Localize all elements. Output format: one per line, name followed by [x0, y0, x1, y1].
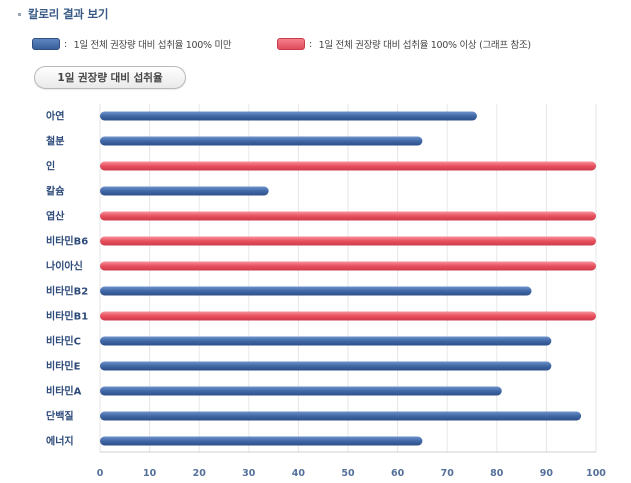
category-label-9: 비타민C [46, 335, 81, 348]
bar-7 [100, 286, 532, 296]
x-tick-label-70: 70 [441, 468, 455, 479]
bar-4 [100, 211, 596, 221]
category-label-12: 단백질 [46, 410, 74, 423]
legend-under-label: 1일 전체 권장량 대비 섭취율 100% 미만 [73, 40, 232, 51]
legend-under: : 1일 전체 권장량 대비 섭취율 100% 미만 [32, 37, 232, 51]
category-label-2: 인 [46, 160, 55, 173]
bar-6 [100, 261, 596, 271]
section-title: 칼로리 결과 보기 [18, 6, 108, 22]
bar-2 [100, 161, 596, 171]
category-label-7: 비타민B2 [46, 285, 88, 298]
category-label-3: 칼슘 [46, 185, 64, 198]
x-tick-label-90: 90 [540, 468, 554, 479]
bar-13 [100, 436, 423, 446]
x-tick-label-20: 20 [193, 468, 207, 479]
category-label-6: 나이아신 [46, 260, 83, 273]
x-tick-labels: 0 10 20 30 40 50 60 70 80 90 100 [97, 468, 607, 479]
x-tick-label-10: 10 [143, 468, 157, 479]
category-label-8: 비타민B1 [46, 310, 88, 323]
x-tick-label-80: 80 [490, 468, 504, 479]
bar-12 [100, 411, 582, 421]
bar-8 [100, 311, 596, 321]
x-tick-label-30: 30 [242, 468, 256, 479]
bar-10 [100, 361, 552, 371]
intake-ratio-tab-button[interactable]: 1일 권장량 대비 섭취율 [34, 66, 186, 89]
blue-bar-swatch-icon [32, 38, 60, 50]
legend-prefix-under: : [64, 38, 70, 50]
grid-lines [99, 104, 597, 453]
category-label-1: 철분 [46, 135, 64, 148]
bar-0 [100, 111, 477, 121]
category-label-5: 비타민B6 [46, 235, 88, 248]
bars [100, 111, 596, 446]
category-label-13: 에너지 [46, 435, 74, 448]
x-tick-label-100: 100 [586, 468, 606, 479]
bar-11 [100, 386, 502, 396]
section-title-text: 칼로리 결과 보기 [28, 7, 109, 21]
bar-3 [100, 186, 269, 196]
bar-1 [100, 136, 423, 146]
bar-5 [100, 236, 596, 246]
red-bar-swatch-icon [277, 38, 305, 50]
category-label-10: 비타민E [46, 360, 81, 373]
category-label-4: 엽산 [46, 210, 65, 223]
legend-prefix-over: : [309, 38, 315, 50]
bar-9 [100, 336, 552, 346]
category-label-0: 아연 [46, 110, 64, 123]
legend-over: : 1일 전체 권장량 대비 섭취율 100% 이상 (그래프 참조) [277, 37, 531, 51]
x-tick-label-0: 0 [97, 468, 104, 479]
x-tick-label-40: 40 [292, 468, 306, 479]
x-tick-label-50: 50 [341, 468, 355, 479]
x-tick-label-60: 60 [391, 468, 405, 479]
legend-over-label: 1일 전체 권장량 대비 섭취율 100% 이상 (그래프 참조) [318, 40, 532, 51]
bullet-icon [18, 12, 21, 16]
category-label-11: 비타민A [46, 385, 82, 398]
